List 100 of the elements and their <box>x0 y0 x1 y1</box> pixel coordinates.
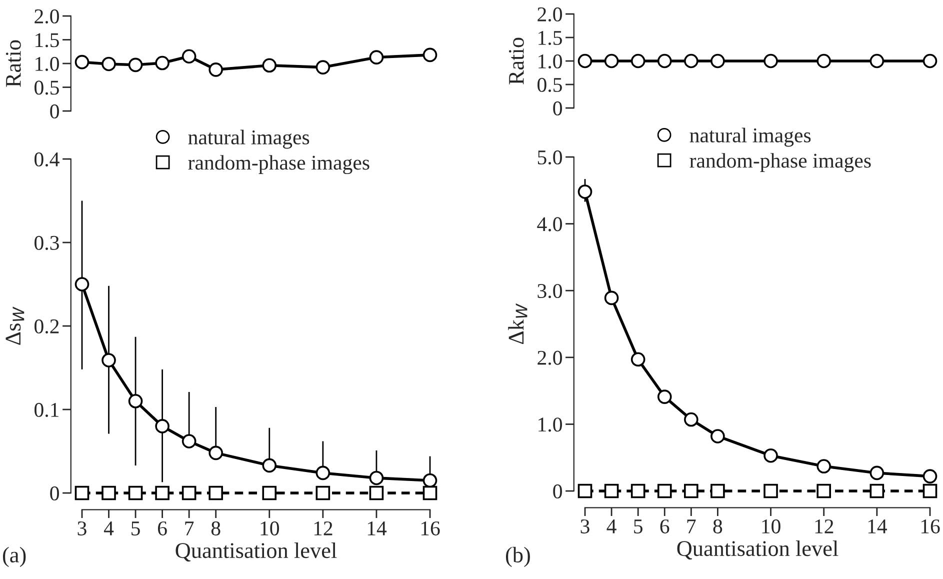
point <box>155 486 170 500</box>
point <box>604 290 619 306</box>
y-tick-label: 1.0 <box>538 54 562 69</box>
y-axis-title: Δs$_{W}$ <box>6 306 24 345</box>
point <box>182 434 196 448</box>
point <box>182 49 196 64</box>
y-tick-label: 0 <box>553 484 562 498</box>
point <box>870 466 884 480</box>
point <box>128 394 143 408</box>
point <box>369 470 384 486</box>
x-tick-label: 7 <box>687 520 696 534</box>
x-tick-label: 8 <box>211 521 220 536</box>
point <box>316 486 330 500</box>
point <box>262 486 277 500</box>
point <box>262 58 277 73</box>
y-tick-label: 2.0 <box>34 9 59 24</box>
y-axis-title: Ratio <box>6 40 21 87</box>
x-tick-label: 5 <box>634 520 642 534</box>
point <box>657 390 672 404</box>
point <box>684 484 698 498</box>
y-axis-title: Δk$_{W}$ <box>508 303 528 344</box>
x-tick-label: 12 <box>314 521 332 536</box>
point <box>369 486 384 500</box>
point <box>74 54 90 70</box>
point <box>262 458 277 473</box>
point <box>684 412 698 427</box>
x-axis-title: Quantisation level <box>176 542 337 562</box>
point <box>128 58 143 72</box>
point <box>422 48 438 62</box>
x-tick-label: 3 <box>580 519 590 534</box>
x-tick-label: 3 <box>78 521 86 536</box>
y-tick-label: 1.5 <box>538 30 562 46</box>
y-tick-label: 4.0 <box>537 217 562 232</box>
point <box>816 459 831 474</box>
y-axis-title: Ratio <box>508 38 524 84</box>
y-tick-label: 0.3 <box>34 236 59 250</box>
point <box>155 419 170 434</box>
point <box>922 484 938 498</box>
legend-label: random-phase images <box>188 155 370 174</box>
x-tick-label: 7 <box>185 522 194 536</box>
point <box>316 466 330 480</box>
legend-label: natural images <box>690 128 811 147</box>
point <box>578 484 592 498</box>
point <box>128 486 143 500</box>
y-tick-label: 2.0 <box>538 350 562 365</box>
y-tick-label: 0.4 <box>34 152 60 167</box>
x-tick-label: 14 <box>868 519 888 534</box>
point <box>422 486 438 500</box>
point <box>208 446 223 460</box>
x-tick-label: 10 <box>762 519 780 534</box>
x-tick-label: 8 <box>713 519 722 534</box>
y-tick-label: 1.0 <box>538 418 562 432</box>
point <box>208 486 223 500</box>
x-tick-label: 16 <box>421 521 440 536</box>
x-tick-label: 4 <box>606 520 616 534</box>
point <box>102 353 116 368</box>
x-tick-label: 5 <box>132 522 140 536</box>
point <box>764 448 778 463</box>
point <box>74 277 90 292</box>
legend-label: random-phase images <box>690 153 871 172</box>
y-tick-label: 3.0 <box>538 284 562 298</box>
point <box>870 484 884 498</box>
point <box>369 50 384 64</box>
y-tick-label: 0.5 <box>34 80 59 95</box>
y-tick-label: 0.2 <box>34 319 59 334</box>
y-tick-label: 5.0 <box>538 150 562 165</box>
legend-label: natural images <box>188 130 310 149</box>
y-tick-label: 1.0 <box>36 56 59 72</box>
point <box>578 184 592 199</box>
point <box>102 56 116 72</box>
x-tick-label: 16 <box>921 519 940 534</box>
point <box>710 429 725 444</box>
x-tick-label: 10 <box>260 521 280 536</box>
y-tick-label: 0.5 <box>538 78 562 92</box>
point <box>74 486 90 500</box>
point <box>764 484 778 498</box>
point <box>604 484 619 498</box>
point <box>657 484 672 498</box>
y-tick-label: 0 <box>50 104 59 118</box>
y-tick-label: 0.1 <box>34 402 59 418</box>
y-tick-label: 0 <box>553 101 562 116</box>
x-tick-label: 6 <box>158 521 167 536</box>
point <box>816 484 831 498</box>
x-axis-title: Quantisation level <box>677 540 838 560</box>
x-tick-label: 4 <box>104 522 114 536</box>
point <box>208 62 223 77</box>
x-tick-label: 12 <box>815 519 834 534</box>
y-tick-label: 1.5 <box>36 33 59 48</box>
text: (b) <box>506 546 530 567</box>
point <box>182 486 196 500</box>
point <box>316 60 330 74</box>
point <box>922 469 938 484</box>
point <box>710 484 725 498</box>
x-tick-label: 6 <box>660 519 670 534</box>
y-tick-label: 0 <box>50 486 59 500</box>
point <box>630 352 646 367</box>
point <box>102 486 116 500</box>
y-tick-label: 2.0 <box>538 7 562 22</box>
text: (a) <box>2 546 26 567</box>
point <box>422 473 438 488</box>
